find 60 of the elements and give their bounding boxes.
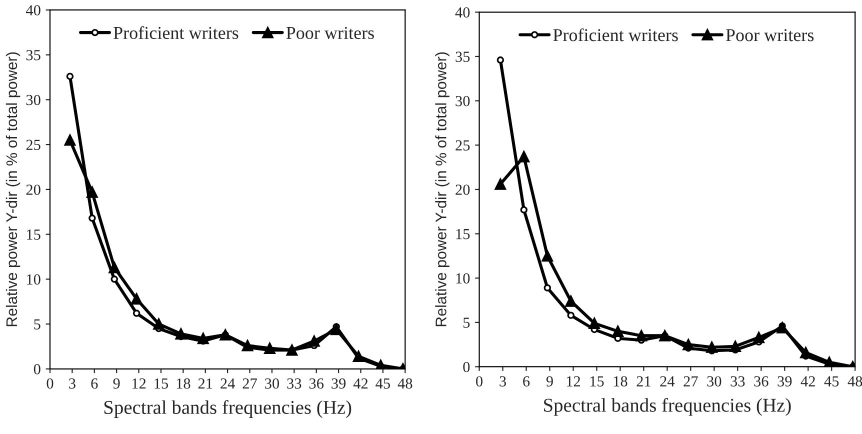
x-tick-label: 24: [660, 376, 675, 386]
y-tick-label: 20: [26, 184, 40, 195]
legend-label: Proficient writers: [114, 26, 238, 40]
y-tick-label: 25: [456, 140, 470, 151]
x-tick-label: 0: [476, 376, 483, 387]
y-tick-label: 35: [26, 50, 40, 60]
y-tick-label: 10: [456, 273, 470, 284]
x-tick-label: 24: [220, 378, 235, 389]
y-tick-label: 35: [456, 52, 470, 62]
legend-label: Proficient writers: [553, 28, 678, 42]
x-tick-label: 0: [46, 378, 54, 389]
x-tick-label: 12: [566, 376, 580, 386]
y-tick-label: 20: [456, 184, 470, 195]
x-tick-label: 6: [523, 376, 530, 387]
x-tick-label: 36: [309, 378, 324, 389]
x-tick-label: 27: [242, 378, 257, 389]
x-tick-label: 48: [398, 378, 412, 389]
legend-label: Poor writers: [726, 29, 814, 42]
y-tick-label: 30: [456, 96, 470, 106]
y-tick-label: 0: [34, 364, 40, 374]
y-tick-label: 25: [26, 140, 40, 150]
x-tick-label: 33: [730, 376, 745, 387]
x-axis-title: Spectral bands frequencies (Hz): [104, 400, 352, 418]
x-tick-label: 45: [824, 376, 839, 387]
y-tick-label: 10: [27, 274, 40, 285]
x-tick-label: 9: [113, 378, 120, 389]
x-tick-label: 15: [154, 378, 168, 389]
x-tick-label: 21: [198, 378, 212, 389]
y-tick-label: 5: [34, 319, 40, 330]
x-tick-label: 42: [353, 378, 368, 389]
y-tick-label: 40: [26, 5, 40, 16]
x-tick-label: 45: [376, 378, 390, 389]
y-axis-title: Relative power Y-dir (in % of total power): [6, 52, 20, 326]
x-tick-label: 9: [546, 376, 553, 387]
x-tick-label: 15: [590, 376, 604, 387]
x-tick-label: 3: [69, 378, 76, 389]
x-tick-label: 48: [848, 376, 862, 387]
y-tick-label: 30: [26, 94, 40, 106]
x-tick-label: 18: [614, 376, 628, 387]
x-tick-label: 36: [754, 376, 768, 387]
x-tick-label: 39: [332, 378, 346, 389]
x-tick-label: 3: [500, 376, 506, 387]
y-tick-label: 0: [463, 362, 470, 372]
x-tick-label: 30: [707, 376, 722, 387]
x-tick-label: 27: [684, 376, 698, 386]
y-tick-label: 15: [456, 228, 470, 240]
legend-label: Poor writers: [286, 26, 374, 40]
y-tick-label: 5: [463, 318, 470, 328]
x-tick-label: 21: [636, 376, 650, 386]
x-tick-label: 12: [132, 378, 146, 389]
x-tick-label: 18: [176, 378, 190, 389]
x-tick-label: 30: [265, 378, 280, 389]
x-tick-label: 42: [800, 376, 815, 386]
y-axis-title: Relative power Y-dir (in % of total power): [435, 52, 450, 326]
x-tick-label: 39: [778, 376, 792, 387]
y-tick-label: 15: [27, 230, 40, 240]
x-tick-label: 6: [91, 378, 98, 389]
x-axis-title: Spectral bands frequencies (Hz): [544, 398, 791, 416]
y-tick-label: 40: [455, 7, 470, 18]
x-tick-label: 33: [287, 378, 302, 389]
